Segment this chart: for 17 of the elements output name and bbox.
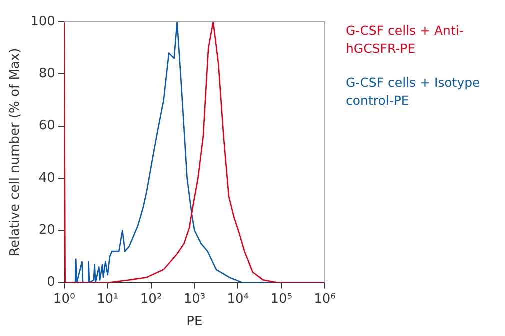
x-tick-label: 10⁵ (270, 292, 292, 307)
text: G-CSF cells + Isotype control-PE (346, 74, 482, 110)
x-tick-label: 10⁴ (227, 292, 250, 307)
y-axis-title: Relative cell number (% of Max) (8, 48, 24, 256)
x-tick-label: 10² (140, 292, 162, 307)
x-tick-label: 10⁶ (314, 292, 336, 307)
x-axis-title: PE (186, 314, 203, 330)
y-tick-label: 20 (38, 223, 56, 238)
y-tick-label: 80 (38, 66, 56, 82)
y-tick-label: 0 (47, 275, 56, 290)
y-tick-label: 100 (30, 14, 56, 30)
y-tick-label: 60 (38, 118, 56, 134)
text: G-CSF cells + Anti-hGCSFR-PE (346, 22, 465, 58)
x-tick-label: 10⁰ (54, 292, 76, 307)
y-tick-label: 40 (38, 170, 56, 186)
x-tick-label: 10³ (184, 292, 206, 307)
x-tick-label: 10¹ (96, 292, 119, 307)
